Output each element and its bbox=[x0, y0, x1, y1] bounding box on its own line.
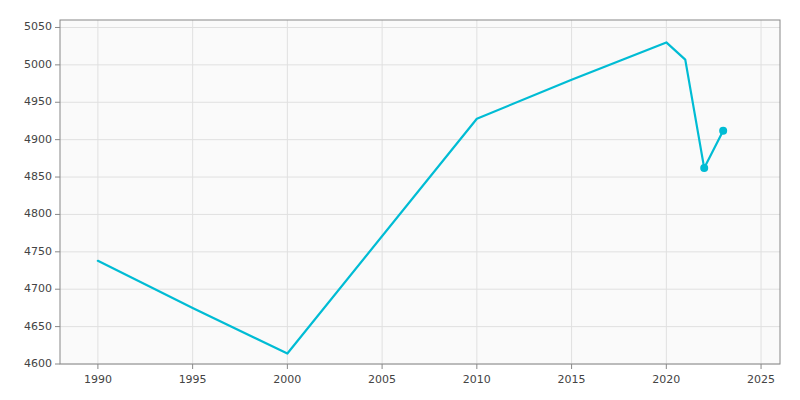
y-tick-label: 4850 bbox=[24, 170, 52, 183]
chart-container: 4600 4650 4700 4750 4800 4850 4900 4950 5000 5050… bbox=[0, 0, 800, 400]
y-tick bbox=[55, 177, 60, 178]
y-grid-line bbox=[60, 27, 780, 28]
x-tick-label: 2005 bbox=[368, 373, 396, 386]
x-grid-line bbox=[666, 20, 667, 364]
y-grid-line bbox=[60, 139, 780, 140]
y-tick-label: 4950 bbox=[24, 95, 52, 108]
axes: 4600 4650 4700 4750 4800 4850 4900 4950 5000 5050… bbox=[24, 20, 780, 386]
x-grid-line bbox=[97, 20, 98, 364]
x-tick-label: 2025 bbox=[747, 373, 775, 386]
x-grid-line bbox=[476, 20, 477, 364]
page: {"chart_data": {"type": "line", "x": [19… bbox=[0, 0, 800, 400]
x-grid-line bbox=[761, 20, 762, 364]
y-tick-label: 4600 bbox=[24, 357, 52, 370]
x-tick bbox=[382, 364, 383, 369]
y-tick-label: 4750 bbox=[24, 245, 52, 258]
y-grid-line bbox=[60, 251, 780, 252]
x-grid-line bbox=[571, 20, 572, 364]
data-area bbox=[98, 42, 727, 353]
y-tick-label: 5050 bbox=[24, 20, 52, 33]
x-tick bbox=[97, 364, 98, 369]
y-tick bbox=[55, 27, 60, 28]
x-tick-label: 2020 bbox=[652, 373, 680, 386]
x-tick bbox=[192, 364, 193, 369]
y-tick-label: 5000 bbox=[24, 58, 52, 71]
x-tick bbox=[287, 364, 288, 369]
y-tick-label: 4650 bbox=[24, 320, 52, 333]
x-tick-label: 2015 bbox=[558, 373, 586, 386]
grid bbox=[60, 20, 780, 364]
chart: 4600 4650 4700 4750 4800 4850 4900 4950 5000 5050… bbox=[0, 0, 800, 400]
y-tick bbox=[55, 102, 60, 103]
y-grid-line bbox=[60, 289, 780, 290]
y-grid-line bbox=[60, 102, 780, 103]
marker bbox=[700, 164, 708, 172]
x-tick bbox=[666, 364, 667, 369]
y-grid-line bbox=[60, 64, 780, 65]
x-tick-label: 2010 bbox=[463, 373, 491, 386]
y-tick-label: 4900 bbox=[24, 133, 52, 146]
x-tick bbox=[761, 364, 762, 369]
y-grid-line bbox=[60, 326, 780, 327]
x-tick-label: 1990 bbox=[84, 373, 112, 386]
x-grid-line bbox=[192, 20, 193, 364]
x-grid-line bbox=[382, 20, 383, 364]
y-tick bbox=[55, 364, 60, 365]
y-tick bbox=[55, 139, 60, 140]
y-tick bbox=[55, 326, 60, 327]
marker bbox=[719, 127, 727, 135]
y-tick-label: 4800 bbox=[24, 207, 52, 220]
line bbox=[98, 42, 723, 353]
y-tick bbox=[55, 289, 60, 290]
x-tick-label: 1995 bbox=[179, 373, 207, 386]
x-tick-label: 2000 bbox=[273, 373, 301, 386]
y-tick bbox=[55, 64, 60, 65]
x-tick bbox=[571, 364, 572, 369]
plot-frame bbox=[60, 20, 780, 364]
y-tick-label: 4700 bbox=[24, 282, 52, 295]
y-grid-line bbox=[60, 177, 780, 178]
plot-background bbox=[60, 20, 780, 364]
y-tick bbox=[55, 251, 60, 252]
y-tick bbox=[55, 214, 60, 215]
x-grid-line bbox=[287, 20, 288, 364]
x-tick bbox=[476, 364, 477, 369]
y-grid-line bbox=[60, 214, 780, 215]
